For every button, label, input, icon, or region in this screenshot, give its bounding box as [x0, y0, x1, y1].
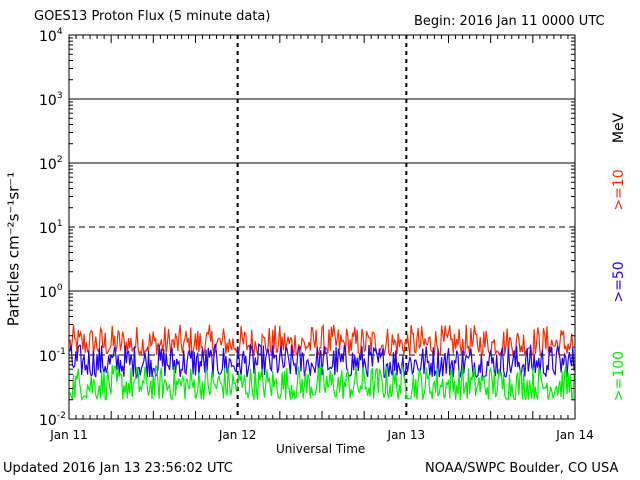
y-tick-label: 10-2	[39, 411, 66, 429]
y-tick-label: 101	[39, 219, 63, 237]
y-tick-label: 100	[39, 283, 63, 301]
x-axis-label: Universal Time	[276, 442, 366, 456]
grid-layer	[69, 35, 575, 419]
x-tick-label: Jan 11	[49, 428, 88, 442]
series-line-2	[69, 364, 575, 402]
x-tick-label: Jan 13	[387, 428, 426, 442]
begin-time: Begin: 2016 Jan 11 0000 UTC	[414, 14, 605, 29]
credit-text: NOAA/SWPC Boulder, CO USA	[425, 461, 619, 476]
frame-layer	[68, 34, 576, 420]
y-tick-label: 104	[39, 27, 63, 45]
series-line-0	[69, 323, 575, 358]
x-tick-label: Jan 14	[555, 428, 594, 442]
updated-timestamp: Updated 2016 Jan 13 23:56:02 UTC	[3, 461, 233, 476]
x-tick-label: Jan 12	[218, 428, 257, 442]
series-layer	[69, 323, 575, 402]
chart-title: GOES13 Proton Flux (5 minute data)	[34, 9, 271, 24]
y-tick-label: 102	[39, 155, 63, 173]
y-tick-label: 10-1	[39, 347, 66, 365]
y-tick-label: 103	[39, 91, 63, 109]
series-line-1	[69, 342, 575, 380]
